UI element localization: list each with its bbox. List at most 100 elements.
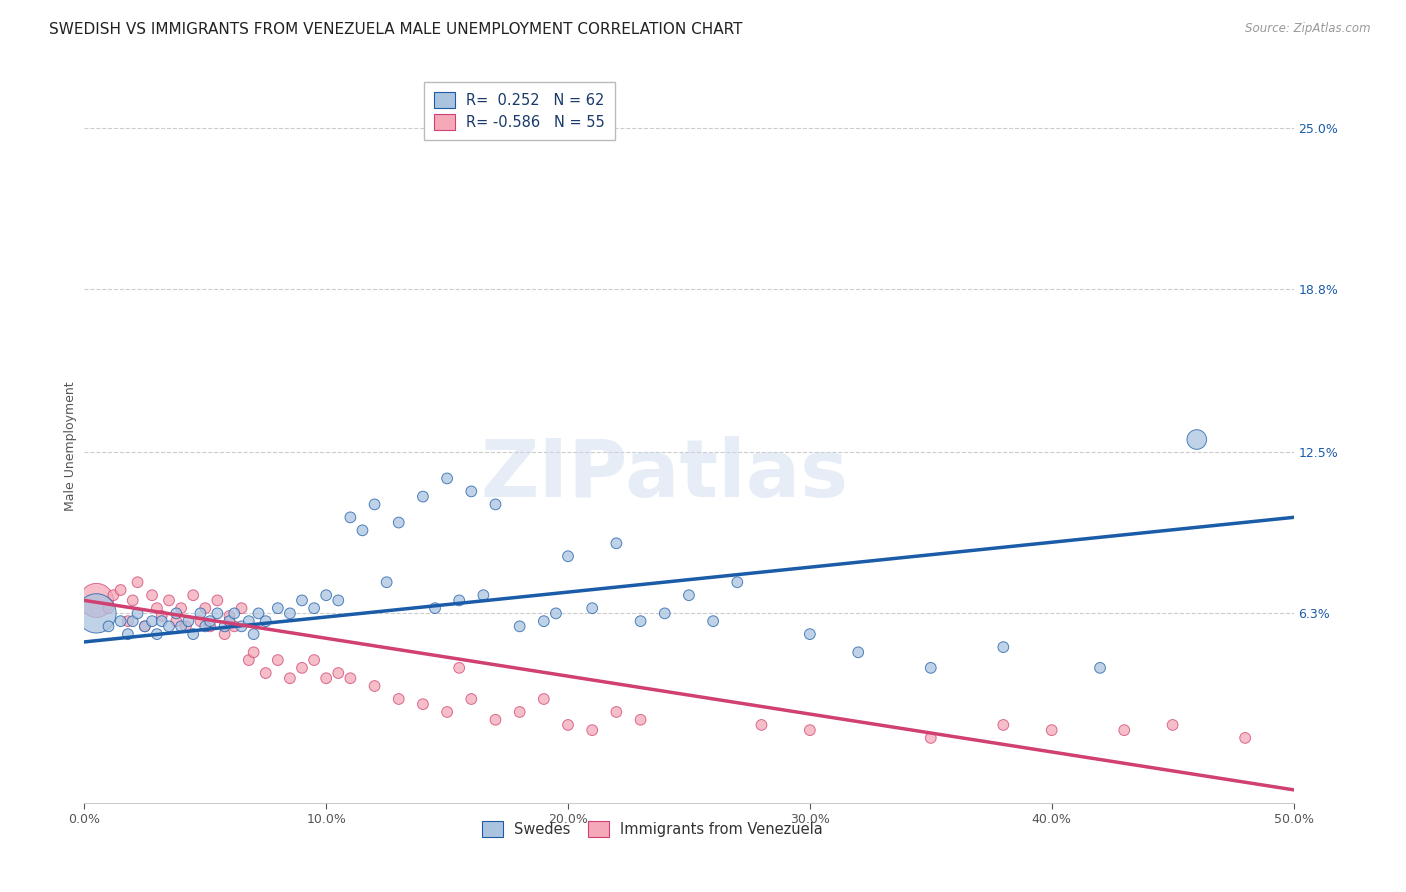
Point xyxy=(103,588,125,602)
Point xyxy=(581,601,603,615)
Point xyxy=(190,607,212,621)
Point xyxy=(278,607,301,621)
Point xyxy=(328,666,350,681)
Point xyxy=(388,692,411,706)
Point xyxy=(141,614,163,628)
Point xyxy=(117,614,139,628)
Point xyxy=(127,607,149,621)
Point xyxy=(242,627,264,641)
Point xyxy=(605,536,627,550)
Point xyxy=(110,582,132,597)
Point xyxy=(97,619,120,633)
Point xyxy=(278,671,301,685)
Point xyxy=(630,614,652,628)
Point xyxy=(121,614,143,628)
Text: ZIPatlas: ZIPatlas xyxy=(481,435,849,514)
Point xyxy=(207,593,229,607)
Point xyxy=(117,627,139,641)
Point xyxy=(1185,433,1208,447)
Point xyxy=(198,619,221,633)
Point xyxy=(121,593,143,607)
Point xyxy=(165,614,187,628)
Point xyxy=(150,614,173,628)
Point xyxy=(460,692,482,706)
Point xyxy=(198,614,221,628)
Point xyxy=(375,575,398,590)
Point xyxy=(238,653,260,667)
Point xyxy=(363,497,385,511)
Point xyxy=(920,731,942,745)
Point xyxy=(267,601,290,615)
Point xyxy=(141,588,163,602)
Point xyxy=(449,593,471,607)
Point xyxy=(1161,718,1184,732)
Point xyxy=(194,619,217,633)
Point xyxy=(339,510,361,524)
Point xyxy=(315,588,337,602)
Point xyxy=(605,705,627,719)
Point xyxy=(472,588,495,602)
Point xyxy=(436,705,458,719)
Point xyxy=(134,619,156,633)
Point xyxy=(181,627,204,641)
Point xyxy=(231,619,253,633)
Point xyxy=(177,614,200,628)
Point xyxy=(315,671,337,685)
Point xyxy=(509,619,531,633)
Point xyxy=(725,575,748,590)
Point xyxy=(799,723,821,738)
Point xyxy=(291,593,314,607)
Point xyxy=(412,697,434,711)
Point xyxy=(267,653,290,667)
Point xyxy=(218,614,240,628)
Y-axis label: Male Unemployment: Male Unemployment xyxy=(65,381,77,511)
Point xyxy=(157,593,180,607)
Point xyxy=(194,601,217,615)
Point xyxy=(484,713,506,727)
Legend: Swedes, Immigrants from Venezuela: Swedes, Immigrants from Venezuela xyxy=(474,812,832,846)
Point xyxy=(238,614,260,628)
Point xyxy=(1114,723,1136,738)
Point xyxy=(1088,661,1111,675)
Point xyxy=(678,588,700,602)
Point xyxy=(224,619,246,633)
Point xyxy=(170,619,193,633)
Point xyxy=(533,692,555,706)
Point xyxy=(181,588,204,602)
Point xyxy=(533,614,555,628)
Point xyxy=(146,601,169,615)
Point xyxy=(581,723,603,738)
Point xyxy=(190,614,212,628)
Point xyxy=(412,490,434,504)
Point xyxy=(484,497,506,511)
Point xyxy=(127,575,149,590)
Point xyxy=(224,607,246,621)
Point xyxy=(751,718,773,732)
Point xyxy=(150,609,173,624)
Point xyxy=(846,645,869,659)
Point xyxy=(146,627,169,641)
Point xyxy=(920,661,942,675)
Point xyxy=(174,619,197,633)
Point xyxy=(352,524,374,538)
Point xyxy=(436,471,458,485)
Point xyxy=(214,627,236,641)
Point xyxy=(157,619,180,633)
Point xyxy=(165,607,187,621)
Point xyxy=(544,607,567,621)
Point xyxy=(247,607,270,621)
Point xyxy=(339,671,361,685)
Point xyxy=(1040,723,1063,738)
Point xyxy=(557,549,579,564)
Point xyxy=(170,601,193,615)
Point xyxy=(291,661,314,675)
Text: SWEDISH VS IMMIGRANTS FROM VENEZUELA MALE UNEMPLOYMENT CORRELATION CHART: SWEDISH VS IMMIGRANTS FROM VENEZUELA MAL… xyxy=(49,22,742,37)
Point xyxy=(509,705,531,719)
Point xyxy=(702,614,724,628)
Point xyxy=(254,614,277,628)
Point xyxy=(97,601,120,615)
Point xyxy=(460,484,482,499)
Point xyxy=(302,653,325,667)
Point xyxy=(86,607,108,621)
Point xyxy=(423,601,446,615)
